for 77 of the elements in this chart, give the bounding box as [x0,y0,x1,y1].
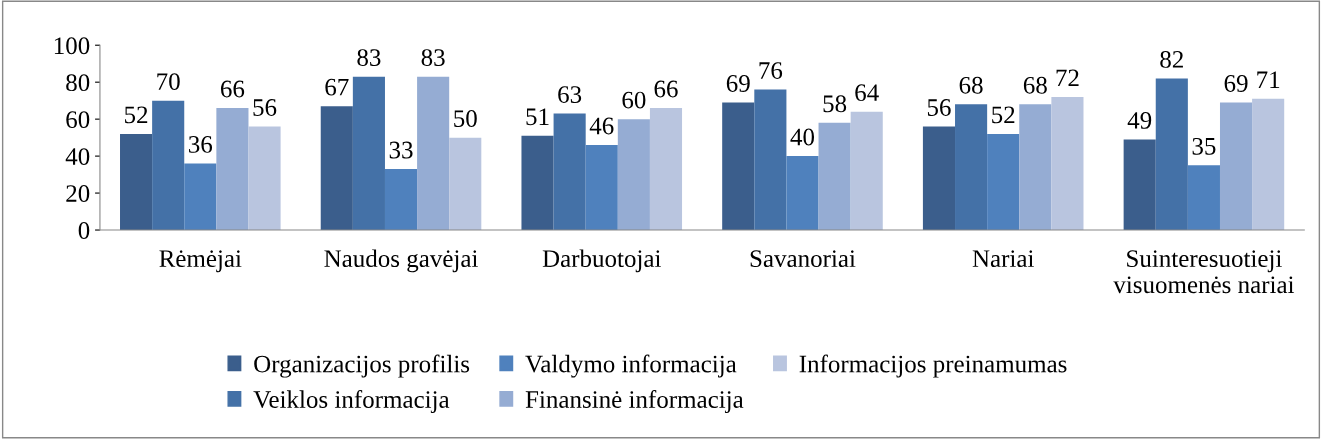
data-label: 51 [526,108,549,126]
data-label: 70 [157,73,180,91]
bar [248,126,281,231]
y-tick-label: 100 [54,37,90,55]
data-label: 68 [959,76,983,94]
y-tick-label: 20 [66,185,90,202]
x-tick-label: Suinteresuotieji visuomenės nariai [1113,250,1295,294]
x-tick-label: Savanoriai [750,250,856,268]
bar [1051,96,1084,231]
bar [987,133,1020,231]
bar [850,111,883,231]
legend-label: Informacijos preinamumas [799,354,1067,378]
bar [1155,78,1188,231]
bar [1019,104,1052,231]
data-label: 82 [1160,50,1183,68]
x-tick-label: Rėmėjai [159,250,242,273]
bar [754,89,787,231]
bar [649,108,683,231]
legend-label: Organizacijos profilis [254,354,470,378]
data-label: 72 [1056,69,1079,87]
bar [184,163,217,231]
y-tick-label: 80 [66,74,90,92]
data-label: 83 [357,49,381,66]
bar [521,135,554,231]
bar [1219,102,1253,231]
legend-label: Veiklos informacija [253,390,450,414]
data-label: 56 [927,99,951,116]
bar [617,119,650,231]
bar [1187,165,1220,231]
data-label: 69 [726,75,750,92]
data-label: 69 [1224,75,1248,92]
bar [1252,98,1285,231]
data-label: 33 [389,141,413,159]
y-tick-label: 0 [78,222,90,239]
data-label: 66 [221,80,245,98]
x-tick-label: Darbuotojai [542,249,661,273]
bar [818,122,851,231]
bar [152,100,185,231]
data-label: 52 [125,106,148,124]
bar [553,113,586,231]
bar [417,76,450,231]
data-label: 46 [589,117,614,135]
legend-label: Finansinė informacija [525,390,744,414]
bar [786,156,819,231]
data-label: 49 [1127,112,1152,129]
data-label: 35 [1192,137,1216,155]
data-label: 68 [1023,76,1047,94]
data-label: 50 [454,110,477,127]
bar [722,102,755,231]
y-tick-label: 60 [66,111,90,129]
data-label: 83 [421,49,445,66]
data-label: 60 [622,91,646,109]
data-label: 36 [189,136,213,153]
data-label: 63 [558,86,582,103]
data-label: 40 [790,128,815,146]
data-label: 52 [992,106,1015,124]
bar [1123,139,1156,231]
x-tick-label: Naudos gavėjai [324,249,478,273]
bar [922,126,956,231]
bar [216,108,249,231]
bar [955,104,988,231]
data-label: 76 [759,62,783,79]
data-label: 58 [823,95,847,113]
data-label: 64 [855,84,879,102]
bar [449,137,482,231]
bar [352,76,385,231]
bar [384,169,418,231]
bar [120,133,153,231]
data-label: 56 [253,99,277,116]
y-tick-label: 40 [65,148,90,166]
data-label: 66 [654,80,678,98]
data-label: 71 [1257,71,1280,88]
bar [585,145,618,231]
legend-label: Valdymo informacija [525,354,737,378]
x-tick-label: Nariai [972,250,1034,268]
bar [320,106,353,231]
data-label: 67 [325,78,349,96]
